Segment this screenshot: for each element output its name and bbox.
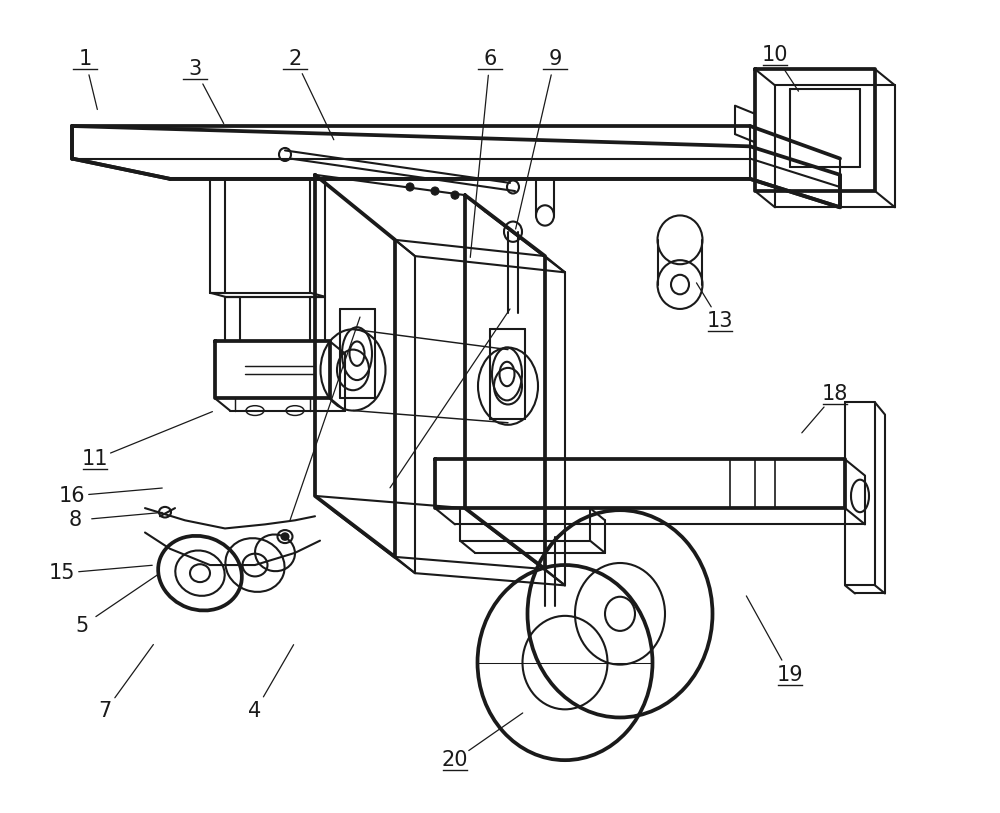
Ellipse shape bbox=[282, 533, 288, 540]
Text: 1: 1 bbox=[78, 49, 92, 68]
Text: 9: 9 bbox=[548, 49, 562, 68]
Text: 7: 7 bbox=[98, 702, 112, 721]
Ellipse shape bbox=[431, 187, 439, 195]
Ellipse shape bbox=[406, 183, 414, 191]
Text: 2: 2 bbox=[288, 49, 302, 68]
Text: 6: 6 bbox=[483, 49, 497, 68]
Text: 20: 20 bbox=[442, 750, 468, 770]
Text: 11: 11 bbox=[82, 450, 108, 469]
Text: 19: 19 bbox=[777, 665, 803, 685]
Text: 8: 8 bbox=[68, 511, 82, 530]
Text: 18: 18 bbox=[822, 385, 848, 404]
Text: 3: 3 bbox=[188, 59, 202, 79]
Text: 10: 10 bbox=[762, 46, 788, 65]
Ellipse shape bbox=[451, 191, 459, 199]
Text: 16: 16 bbox=[59, 486, 85, 506]
Text: 5: 5 bbox=[75, 616, 89, 636]
Text: 15: 15 bbox=[49, 563, 75, 583]
Text: 4: 4 bbox=[248, 702, 262, 721]
Text: 13: 13 bbox=[707, 311, 733, 331]
